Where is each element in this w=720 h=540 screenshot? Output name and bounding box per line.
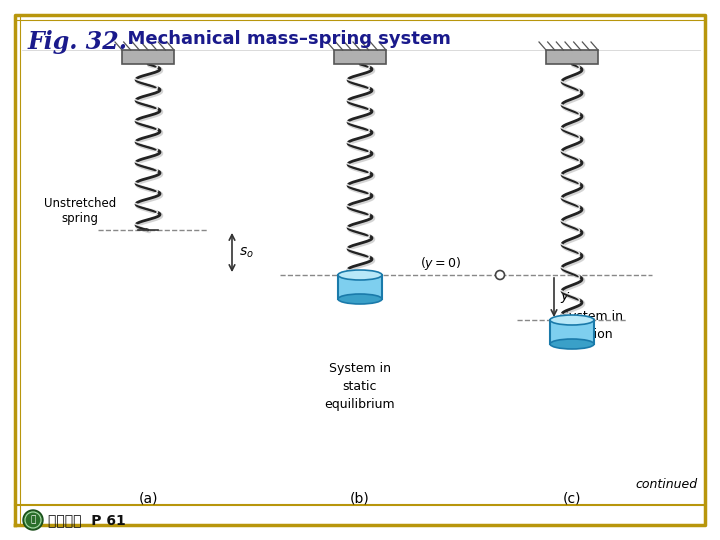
Text: Unstretched
spring: Unstretched spring [44, 197, 116, 225]
Bar [338, 275, 382, 299]
Ellipse shape [338, 294, 382, 304]
Text: $(y = 0)$: $(y = 0)$ [420, 255, 462, 272]
Circle shape [23, 510, 43, 530]
Text: Mechanical mass–spring system: Mechanical mass–spring system [115, 30, 451, 48]
Text: 囧: 囧 [30, 516, 36, 524]
Ellipse shape [550, 315, 594, 325]
Text: Fig. 32.: Fig. 32. [28, 30, 128, 54]
Bar [122, 50, 174, 64]
Text: continued: continued [636, 477, 698, 490]
Text: $s_o$: $s_o$ [239, 245, 253, 260]
Text: System in
motion: System in motion [561, 310, 623, 341]
Bar [334, 50, 386, 64]
Ellipse shape [550, 339, 594, 349]
Bar [550, 320, 594, 344]
Text: (c): (c) [563, 491, 581, 505]
Text: (b): (b) [350, 491, 370, 505]
Ellipse shape [338, 270, 382, 280]
Bar [546, 50, 598, 64]
Text: System in
static
equilibrium: System in static equilibrium [325, 362, 395, 411]
Circle shape [495, 271, 505, 280]
Text: (a): (a) [138, 491, 158, 505]
Text: 歐亞書局  P 61: 歐亞書局 P 61 [48, 513, 126, 527]
Text: $y$: $y$ [560, 290, 571, 305]
